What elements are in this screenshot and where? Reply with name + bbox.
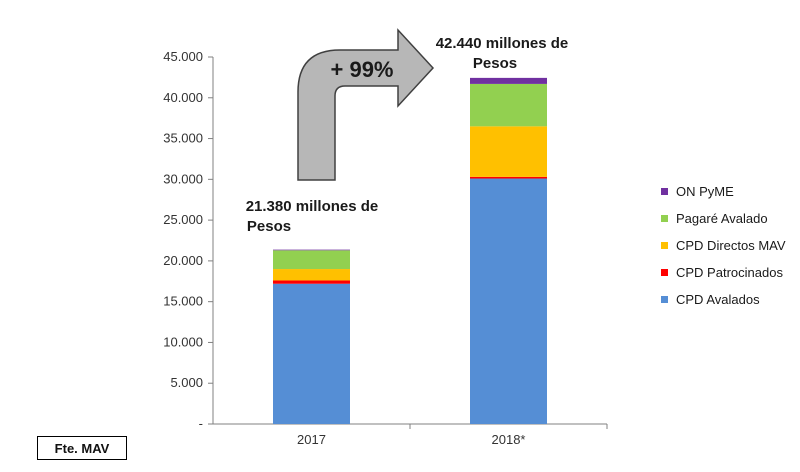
bar-segment-on-pyme-0 — [273, 249, 350, 251]
bar-segment-pagar-avalado-0 — [273, 250, 350, 270]
legend-label: Pagaré Avalado — [676, 210, 768, 226]
legend-swatch — [661, 268, 668, 276]
legend-item-cpd-avalados: CPD Avalados — [661, 290, 786, 308]
legend-item-cpd-directos-mav: CPD Directos MAV — [661, 236, 786, 254]
y-tick-label: - — [199, 416, 203, 431]
legend-label: CPD Patrocinados — [676, 264, 783, 280]
y-tick-label: 30.000 — [163, 171, 203, 186]
source-label: Fte. MAV — [37, 436, 127, 460]
legend: ON PyME Pagaré Avalado CPD Directos MAV … — [661, 182, 786, 317]
bars — [273, 77, 547, 424]
growth-arrow — [297, 28, 435, 181]
y-tick-label: 25.000 — [163, 212, 203, 227]
x-axis-labels: 2017 2018* — [297, 424, 608, 447]
annotation-2017-line2: Pesos — [247, 218, 291, 235]
bar-segment-cpd-avalados-1 — [470, 178, 547, 424]
y-axis-ticks: - 5.000 10.000 15.000 20.000 25.000 30.000 35.0… — [163, 49, 213, 431]
x-tick-label: 2018* — [492, 432, 526, 447]
legend-label: CPD Avalados — [676, 291, 760, 307]
y-tick-label: 20.000 — [163, 253, 203, 268]
legend-swatch — [661, 187, 668, 195]
legend-label: ON PyME — [676, 183, 734, 199]
legend-swatch — [661, 295, 668, 303]
bar-segment-on-pyme-1 — [470, 77, 547, 84]
bar-segment-cpd-directos-mav-1 — [470, 126, 547, 177]
y-tick-label: 40.000 — [163, 90, 203, 105]
annotation-2018-line2: Pesos — [473, 55, 517, 72]
x-tick-label: 2017 — [297, 432, 326, 447]
annotation-2017-line1: 21.380 millones de — [246, 198, 379, 215]
y-tick-label: 35.000 — [163, 131, 203, 146]
growth-label: + 99% — [331, 57, 394, 82]
bar-segment-cpd-directos-mav-0 — [273, 269, 350, 281]
legend-item-on-pyme: ON PyME — [661, 182, 786, 200]
y-tick-label: 45.000 — [163, 49, 203, 64]
legend-label: CPD Directos MAV — [676, 237, 786, 253]
bar-segment-pagar-avalado-1 — [470, 83, 547, 127]
bar-segment-cpd-patrocinados-1 — [470, 176, 547, 179]
bar-segment-cpd-avalados-0 — [273, 283, 350, 424]
y-tick-label: 10.000 — [163, 334, 203, 349]
annotation-2018-line1: 42.440 millones de — [436, 35, 569, 52]
bar-segment-cpd-patrocinados-0 — [273, 280, 350, 284]
legend-swatch — [661, 241, 668, 249]
legend-swatch — [661, 214, 668, 222]
y-tick-label: 5.000 — [170, 375, 203, 390]
y-tick-label: 15.000 — [163, 294, 203, 309]
legend-item-pagare-avalado: Pagaré Avalado — [661, 209, 786, 227]
legend-item-cpd-patrocinados: CPD Patrocinados — [661, 263, 786, 281]
